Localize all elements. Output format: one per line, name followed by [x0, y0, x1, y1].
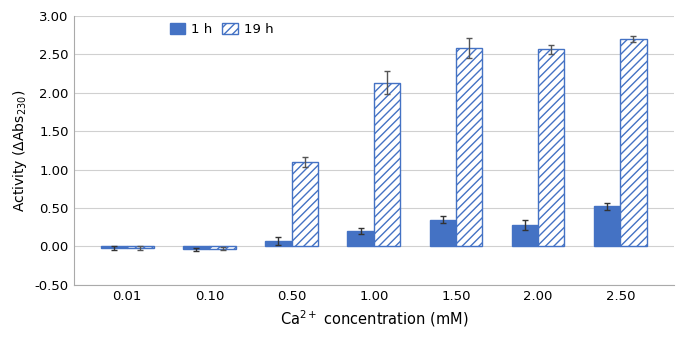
- Bar: [127, 246, 153, 248]
- Bar: [429, 220, 456, 246]
- X-axis label: Ca$^{2+}$ concentration (mM): Ca$^{2+}$ concentration (mM): [279, 308, 468, 329]
- Legend: 1 h, 19 h: 1 h, 19 h: [164, 17, 279, 41]
- Bar: [594, 206, 621, 246]
- Bar: [210, 246, 236, 249]
- Bar: [265, 241, 292, 246]
- Y-axis label: Activity (ΔAbs$_{230}$): Activity (ΔAbs$_{230}$): [11, 89, 29, 211]
- Bar: [374, 83, 400, 246]
- Bar: [512, 225, 538, 246]
- Bar: [101, 246, 127, 248]
- Bar: [538, 49, 564, 246]
- Bar: [183, 246, 210, 250]
- Bar: [292, 162, 318, 246]
- Bar: [621, 39, 647, 246]
- Bar: [456, 48, 482, 246]
- Bar: [347, 231, 374, 246]
